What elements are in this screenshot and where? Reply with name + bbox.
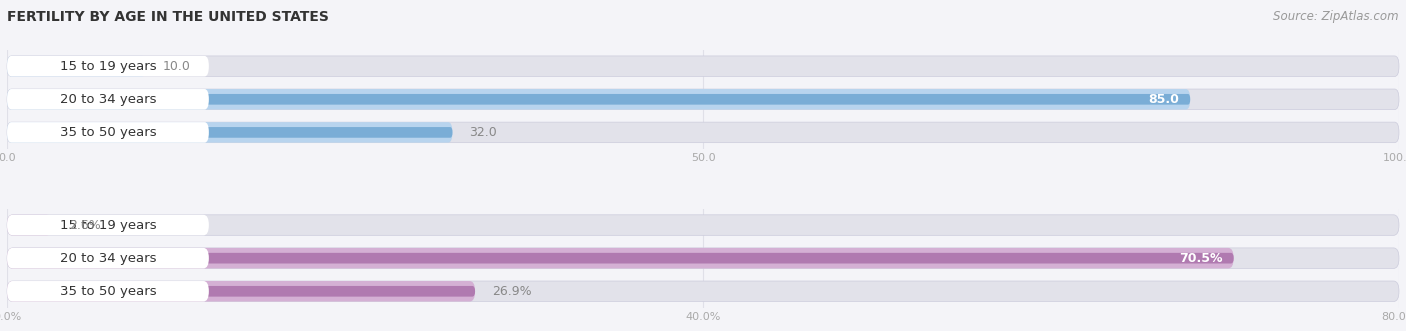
FancyBboxPatch shape [7, 281, 209, 302]
FancyBboxPatch shape [7, 122, 209, 143]
FancyBboxPatch shape [7, 248, 1399, 268]
FancyBboxPatch shape [7, 122, 1399, 143]
FancyBboxPatch shape [7, 56, 1399, 76]
FancyBboxPatch shape [118, 286, 475, 297]
FancyBboxPatch shape [7, 89, 1191, 110]
Text: 35 to 50 years: 35 to 50 years [59, 285, 156, 298]
Text: 70.5%: 70.5% [1180, 252, 1223, 265]
FancyBboxPatch shape [7, 122, 453, 143]
FancyBboxPatch shape [7, 56, 146, 76]
Text: 35 to 50 years: 35 to 50 years [59, 126, 156, 139]
FancyBboxPatch shape [118, 253, 1233, 263]
Text: 20 to 34 years: 20 to 34 years [59, 252, 156, 265]
Text: 2.6%: 2.6% [69, 218, 101, 232]
Text: 15 to 19 years: 15 to 19 years [59, 218, 156, 232]
Text: Source: ZipAtlas.com: Source: ZipAtlas.com [1274, 10, 1399, 23]
FancyBboxPatch shape [7, 215, 52, 235]
FancyBboxPatch shape [7, 89, 209, 110]
FancyBboxPatch shape [118, 127, 453, 138]
FancyBboxPatch shape [7, 248, 1233, 268]
FancyBboxPatch shape [7, 215, 209, 235]
FancyBboxPatch shape [118, 61, 146, 71]
Text: 32.0: 32.0 [470, 126, 496, 139]
FancyBboxPatch shape [7, 281, 475, 302]
FancyBboxPatch shape [7, 281, 1399, 302]
FancyBboxPatch shape [7, 56, 209, 76]
Text: 15 to 19 years: 15 to 19 years [59, 60, 156, 73]
FancyBboxPatch shape [7, 89, 1399, 110]
FancyBboxPatch shape [7, 248, 209, 268]
Text: 20 to 34 years: 20 to 34 years [59, 93, 156, 106]
FancyBboxPatch shape [118, 94, 1191, 105]
Text: 85.0: 85.0 [1149, 93, 1180, 106]
FancyBboxPatch shape [7, 215, 1399, 235]
Text: 10.0: 10.0 [163, 60, 191, 73]
Text: FERTILITY BY AGE IN THE UNITED STATES: FERTILITY BY AGE IN THE UNITED STATES [7, 10, 329, 24]
Text: 26.9%: 26.9% [492, 285, 531, 298]
